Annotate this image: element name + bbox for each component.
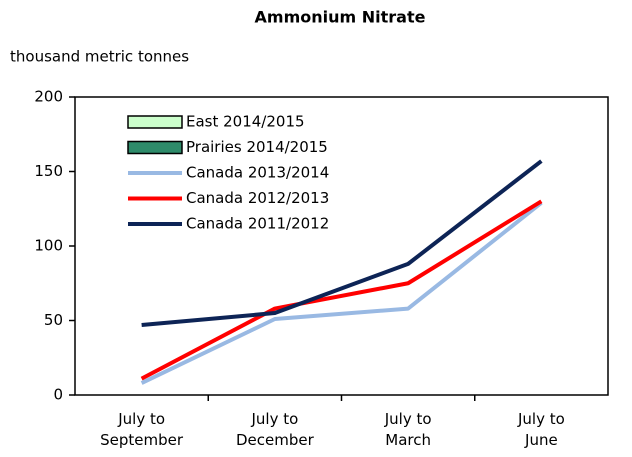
- x-tick-label: July to March: [384, 410, 432, 449]
- legend-label: Prairies 2014/2015: [186, 138, 328, 156]
- x-tick-label: July to June: [517, 410, 565, 449]
- y-tick-label: 100: [34, 237, 63, 255]
- y-tick-label: 50: [44, 311, 63, 329]
- x-tick-label-line: June: [524, 431, 558, 449]
- x-tick-label-line: July to: [117, 410, 165, 428]
- legend-label: Canada 2011/2012: [186, 215, 329, 233]
- y-tick-label: 200: [34, 88, 63, 106]
- y-tick-label: 0: [53, 386, 63, 404]
- y-axis-label: thousand metric tonnes: [10, 48, 189, 66]
- line-series: [140, 201, 543, 385]
- x-tick-label-line: September: [100, 431, 184, 449]
- x-tick-label-line: July to: [517, 410, 565, 428]
- legend-swatch: [127, 115, 183, 129]
- legend-swatch: [127, 140, 183, 155]
- legend-label: Canada 2012/2013: [186, 189, 329, 207]
- y-tick-label: 150: [34, 162, 63, 180]
- x-tick-label-line: March: [385, 431, 431, 449]
- x-tick-label-line: July to: [384, 410, 432, 428]
- chart-title: Ammonium Nitrate: [255, 8, 426, 27]
- x-tick-label-line: July to: [250, 410, 298, 428]
- x-tick-label-line: December: [236, 431, 315, 449]
- x-tick-label: July to December: [236, 410, 315, 449]
- legend-label: East 2014/2015: [186, 113, 305, 131]
- line-series: [141, 159, 543, 327]
- legend-label: Canada 2013/2014: [186, 164, 329, 182]
- line-series: [140, 199, 543, 381]
- x-tick-label: July to September: [100, 410, 184, 449]
